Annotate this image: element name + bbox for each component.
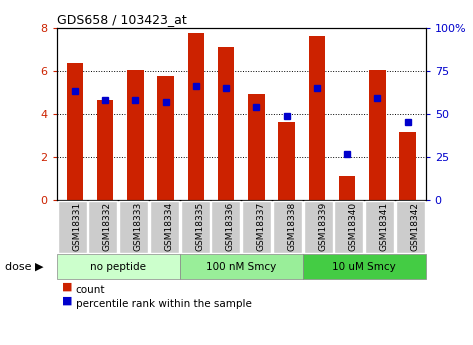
Text: GDS658 / 103423_at: GDS658 / 103423_at: [57, 13, 186, 27]
Bar: [188, 33, 204, 200]
Text: GSM18342: GSM18342: [411, 202, 420, 252]
Text: GSM18335: GSM18335: [195, 202, 204, 252]
Text: GSM18334: GSM18334: [165, 202, 174, 252]
Text: GSM18337: GSM18337: [256, 202, 266, 252]
Text: count: count: [76, 285, 105, 295]
Text: dose ▶: dose ▶: [5, 262, 43, 272]
Text: GSM18341: GSM18341: [379, 202, 389, 252]
Text: GSM18333: GSM18333: [133, 202, 143, 252]
Bar: [278, 122, 295, 200]
Bar: [248, 95, 265, 200]
Bar: [399, 132, 416, 200]
Text: no peptide: no peptide: [90, 262, 146, 272]
Text: 100 nM Smcy: 100 nM Smcy: [206, 262, 276, 272]
Text: 10 uM Smcy: 10 uM Smcy: [333, 262, 396, 272]
Text: ■: ■: [61, 282, 72, 292]
Text: GSM18338: GSM18338: [288, 202, 297, 252]
Text: GSM18339: GSM18339: [318, 202, 327, 252]
Bar: [158, 76, 174, 200]
Text: percentile rank within the sample: percentile rank within the sample: [76, 299, 252, 308]
Text: GSM18332: GSM18332: [103, 202, 112, 252]
Bar: [67, 63, 83, 200]
Bar: [339, 176, 355, 200]
Bar: [308, 36, 325, 200]
Bar: [369, 70, 385, 200]
Text: ■: ■: [61, 296, 72, 306]
Text: GSM18340: GSM18340: [349, 202, 358, 252]
Text: GSM18336: GSM18336: [226, 202, 235, 252]
Text: GSM18331: GSM18331: [72, 202, 81, 252]
Bar: [97, 100, 114, 200]
Bar: [218, 47, 235, 200]
Bar: [127, 70, 144, 200]
